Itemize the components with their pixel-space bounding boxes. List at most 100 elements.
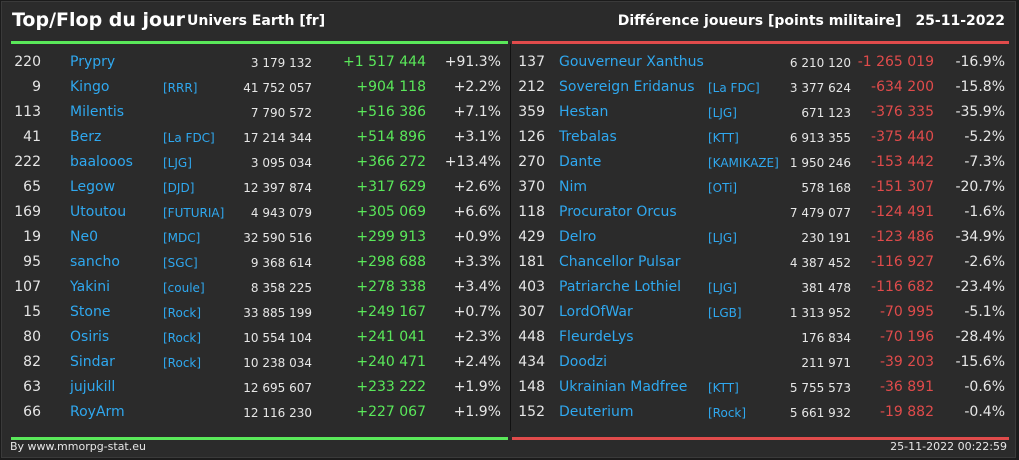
rank-cell: 181	[518, 254, 545, 270]
points-cell: 6 913 355	[789, 131, 851, 145]
points-cell: 6 210 120	[789, 56, 851, 70]
difference-cell: +298 688	[356, 254, 426, 270]
rank-cell: 65	[23, 179, 41, 195]
player-name-link[interactable]: Gouverneur Xanthus	[559, 54, 704, 70]
player-name-link[interactable]: Yakini	[70, 279, 110, 295]
table-row: 137 Gouverneur Xanthus 6 210 120 -1 265 019…	[512, 50, 1009, 75]
table-row: 65 Legow [DJD] 12 397 874 +317 629 +2.6%	[11, 175, 508, 200]
difference-cell: -39 203	[879, 354, 934, 370]
alliance-tag[interactable]: [LJG]	[708, 231, 737, 245]
points-cell: 5 661 932	[789, 406, 851, 420]
alliance-tag[interactable]: [KTT]	[708, 381, 739, 395]
alliance-tag[interactable]: [Rock]	[708, 406, 747, 420]
player-name-link[interactable]: Osiris	[70, 329, 110, 345]
percent-cell: -0.6%	[964, 379, 1005, 395]
percent-cell: -2.6%	[964, 254, 1005, 270]
table-row: 270 Dante [KAMIKAZE] 1 950 246 -153 442 -7.3%	[512, 150, 1009, 175]
difference-cell: -376 335	[871, 104, 934, 120]
table-row: 212 Sovereign Eridanus [La FDC] 3 377 624 -6…	[512, 75, 1009, 100]
percent-cell: -28.4%	[955, 329, 1005, 345]
footer: By www.mmorpg-stat.eu 25-11-2022 00:22:5…	[2, 438, 1015, 456]
alliance-tag[interactable]: [LJG]	[708, 106, 737, 120]
points-cell: 4 387 452	[789, 256, 851, 270]
table-row: 118 Procurator Orcus 7 479 077 -124 491 -1.6…	[512, 200, 1009, 225]
table-row: 307 LordOfWar [LGB] 1 313 952 -70 995 -5.1%	[512, 300, 1009, 325]
player-name-link[interactable]: Nim	[559, 179, 587, 195]
player-name-link[interactable]: RoyArm	[70, 404, 125, 420]
player-name-link[interactable]: Sovereign Eridanus	[559, 79, 695, 95]
alliance-tag[interactable]: [Rock]	[163, 331, 202, 345]
player-name-link[interactable]: Legow	[70, 179, 116, 195]
player-name-link[interactable]: Doodzi	[559, 354, 608, 370]
alliance-tag[interactable]: [KTT]	[708, 131, 739, 145]
rank-cell: 148	[518, 379, 545, 395]
player-name-link[interactable]: baalooos	[70, 154, 133, 170]
alliance-tag[interactable]: [DJD]	[163, 181, 195, 195]
difference-cell: +904 118	[356, 79, 426, 95]
points-cell: 12 397 874	[243, 181, 312, 195]
alliance-tag[interactable]: [coule]	[163, 281, 205, 295]
player-name-link[interactable]: Trebalas	[559, 129, 617, 145]
player-name-link[interactable]: sancho	[70, 254, 120, 270]
player-name-link[interactable]: Ne0	[70, 229, 98, 245]
player-name-link[interactable]: Deuterium	[559, 404, 634, 420]
player-name-link[interactable]: Patriarche Lothiel	[559, 279, 682, 295]
player-name-link[interactable]: FleurdeLys	[559, 329, 634, 345]
flop-panel: 137 Gouverneur Xanthus 6 210 120 -1 265 019…	[512, 41, 1009, 440]
player-name-link[interactable]: Procurator Orcus	[559, 204, 677, 220]
rank-cell: 107	[14, 279, 41, 295]
points-cell: 32 590 516	[243, 231, 312, 245]
alliance-tag[interactable]: [FUTURIA]	[163, 206, 225, 220]
rank-cell: 169	[14, 204, 41, 220]
points-cell: 3 377 624	[789, 81, 851, 95]
player-name-link[interactable]: Berz	[70, 129, 102, 145]
difference-cell: -1 265 019	[857, 54, 934, 70]
player-name-link[interactable]: Chancellor Pulsar	[559, 254, 681, 270]
player-name-link[interactable]: Prypry	[70, 54, 116, 70]
percent-cell: +13.4%	[444, 154, 501, 170]
alliance-tag[interactable]: [LJG]	[708, 281, 737, 295]
alliance-tag[interactable]: [KAMIKAZE]	[708, 156, 779, 170]
alliance-tag[interactable]: [MDC]	[163, 231, 201, 245]
difference-cell: +317 629	[356, 179, 426, 195]
percent-cell: -7.3%	[964, 154, 1005, 170]
table-row: 169 Utoutou [FUTURIA] 4 943 079 +305 069 +6.6…	[11, 200, 508, 225]
rank-cell: 19	[23, 229, 41, 245]
table-row: 80 Osiris [Rock] 10 554 104 +241 041 +2.3%	[11, 325, 508, 350]
player-name-link[interactable]: Ukrainian Madfree	[559, 379, 688, 395]
alliance-tag[interactable]: [SGC]	[163, 256, 198, 270]
table-row: 359 Hestan [LJG] 671 123 -376 335 -35.9%	[512, 100, 1009, 125]
player-name-link[interactable]: Sindar	[70, 354, 115, 370]
alliance-tag[interactable]: [RRR]	[163, 81, 198, 95]
rank-cell: 95	[23, 254, 41, 270]
header-date: 25-11-2022	[915, 13, 1005, 29]
player-name-link[interactable]: jujukill	[70, 379, 116, 395]
alliance-tag[interactable]: [Rock]	[163, 306, 202, 320]
alliance-tag[interactable]: [LGB]	[708, 306, 742, 320]
rank-cell: 80	[23, 329, 41, 345]
player-name-link[interactable]: Stone	[70, 304, 111, 320]
points-cell: 381 478	[801, 281, 851, 295]
player-name-link[interactable]: Utoutou	[70, 204, 127, 220]
difference-cell: +240 471	[356, 354, 426, 370]
points-cell: 9 368 614	[250, 256, 312, 270]
difference-cell: -153 442	[871, 154, 934, 170]
player-name-link[interactable]: Milentis	[70, 104, 125, 120]
percent-cell: +2.4%	[453, 354, 501, 370]
alliance-tag[interactable]: [OTi]	[708, 181, 738, 195]
alliance-tag[interactable]: [LJG]	[163, 156, 192, 170]
player-name-link[interactable]: Kingo	[70, 79, 110, 95]
alliance-tag[interactable]: [La FDC]	[163, 131, 215, 145]
metric-label: Différence joueurs [points militaire]	[617, 13, 902, 29]
player-name-link[interactable]: Hestan	[559, 104, 609, 120]
player-name-link[interactable]: Dante	[559, 154, 602, 170]
player-name-link[interactable]: Delro	[559, 229, 597, 245]
percent-cell: -0.4%	[964, 404, 1005, 420]
difference-cell: -70 196	[879, 329, 934, 345]
points-cell: 4 943 079	[250, 206, 312, 220]
alliance-tag[interactable]: [Rock]	[163, 356, 202, 370]
difference-cell: +233 222	[356, 379, 426, 395]
player-name-link[interactable]: LordOfWar	[559, 304, 633, 320]
points-cell: 17 214 344	[243, 131, 312, 145]
alliance-tag[interactable]: [La FDC]	[708, 81, 760, 95]
